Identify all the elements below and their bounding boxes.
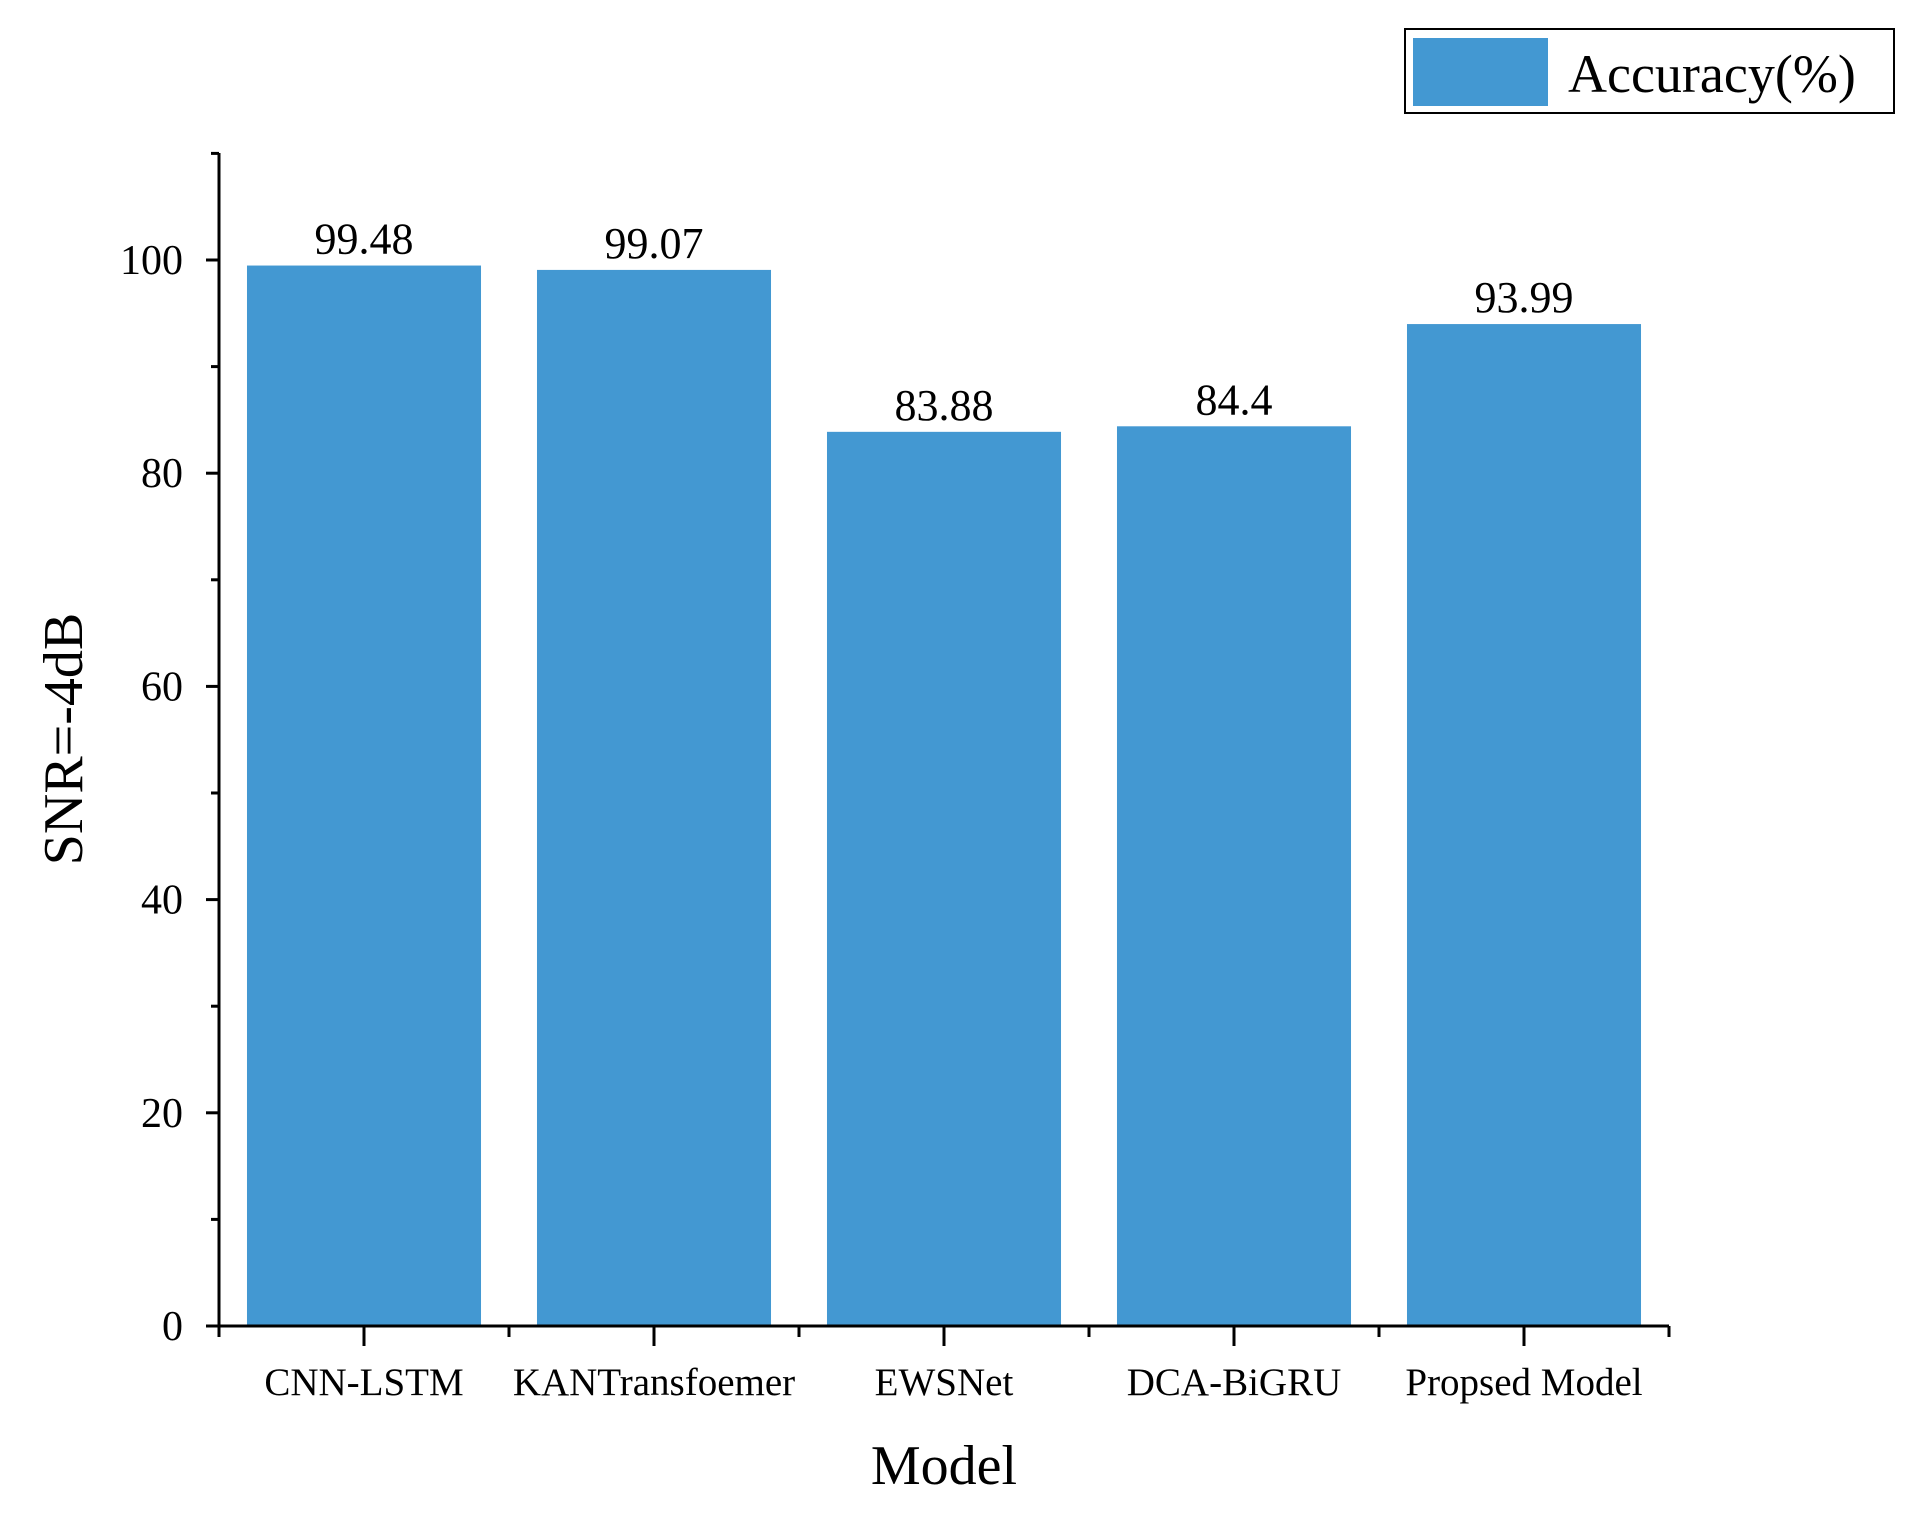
- x-tick-label: EWSNet: [875, 1361, 1014, 1404]
- y-tick-label: 40: [141, 878, 183, 924]
- y-tick-label: 0: [162, 1304, 183, 1350]
- data-label: 84.4: [1196, 375, 1273, 424]
- data-label: 83.88: [895, 381, 994, 430]
- data-label: 99.07: [605, 219, 704, 268]
- value-labels: 99.48 99.07 83.88 84.4 93.99: [315, 215, 1574, 430]
- x-axis-title: Model: [871, 1435, 1017, 1497]
- bar: [1406, 324, 1642, 1326]
- legend-label: Accuracy(%): [1568, 44, 1856, 104]
- y-tick-label: 80: [141, 451, 183, 497]
- data-label: 93.99: [1475, 273, 1574, 322]
- data-label: 99.48: [315, 215, 414, 264]
- x-tick-label: Propsed Model: [1405, 1361, 1642, 1404]
- bar: [1116, 426, 1352, 1326]
- bar: [826, 431, 1062, 1326]
- legend-swatch: [1413, 38, 1548, 106]
- axes: CNN-LSTM KANTransfoemer EWSNet DCA-BiGRU Pro…: [120, 151, 1671, 1404]
- x-tick-label: KANTransfoemer: [513, 1361, 795, 1404]
- bar: [536, 269, 772, 1326]
- y-axis-title: SNR=-4dB: [33, 613, 95, 866]
- legend: Accuracy(%): [1404, 28, 1895, 114]
- y-tick-label: 60: [141, 664, 183, 710]
- x-tick-label: CNN-LSTM: [264, 1361, 463, 1404]
- bar: [246, 265, 482, 1326]
- y-tick-label: 100: [120, 238, 183, 284]
- y-tick-label: 20: [141, 1091, 183, 1137]
- x-tick-label: DCA-BiGRU: [1127, 1361, 1342, 1404]
- bars: [246, 265, 1642, 1326]
